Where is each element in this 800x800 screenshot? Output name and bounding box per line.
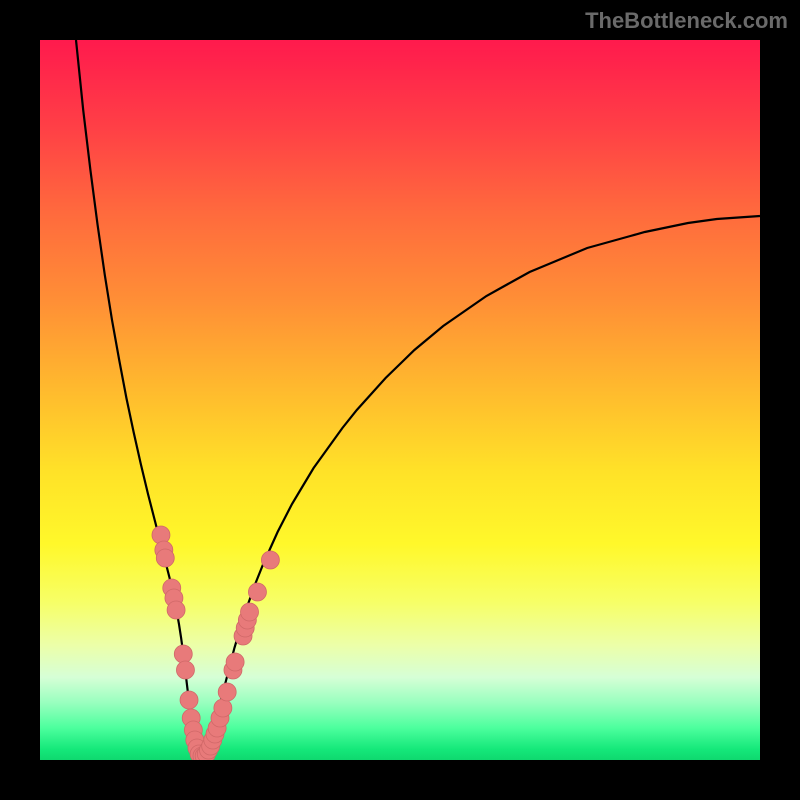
data-markers: [152, 526, 279, 760]
plot-area: [40, 40, 760, 760]
data-marker: [241, 603, 259, 621]
watermark: TheBottleneck.com: [585, 8, 788, 34]
data-marker: [214, 699, 232, 717]
data-marker: [248, 583, 266, 601]
data-marker: [226, 653, 244, 671]
data-marker: [180, 691, 198, 709]
data-marker: [156, 549, 174, 567]
data-marker: [167, 601, 185, 619]
data-marker: [174, 645, 192, 663]
data-marker: [176, 661, 194, 679]
curve-layer: [40, 40, 760, 760]
data-marker: [261, 551, 279, 569]
data-marker: [218, 683, 236, 701]
